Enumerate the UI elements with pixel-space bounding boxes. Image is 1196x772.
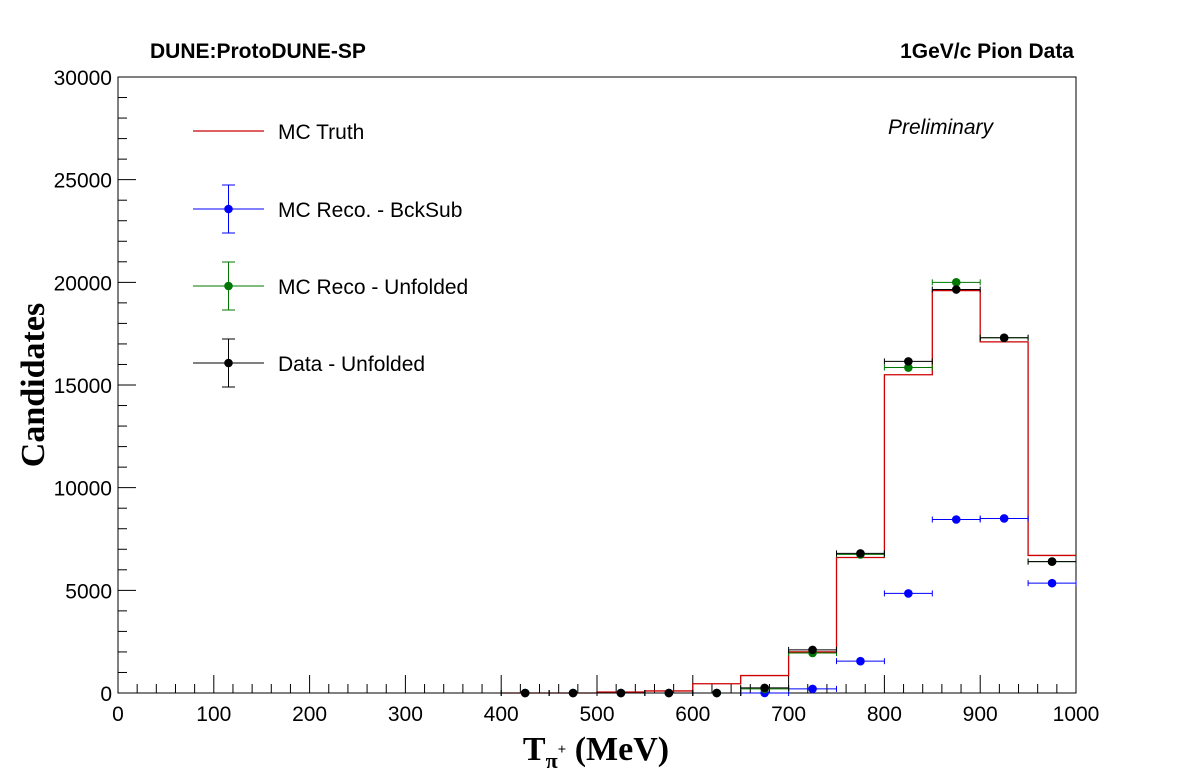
y-tick-labels: 0 5000 10000 15000 20000 25000 30000	[54, 67, 112, 706]
x-tick-labels: 0 100 200 300 400 500 600 700 800 900 1000	[112, 703, 1099, 726]
data-point	[712, 688, 722, 698]
x-tick-label: 900	[963, 703, 998, 726]
header-left-label: DUNE:ProtoDUNE-SP	[150, 40, 366, 63]
y-tick-label: 30000	[54, 67, 112, 90]
y-tick-label: 10000	[54, 478, 112, 501]
x-axis-title-sup: +	[558, 742, 567, 758]
header-right-label: 1GeV/c Pion Data	[900, 40, 1074, 63]
legend-marker	[224, 358, 233, 368]
x-axis-title-sub: π	[546, 748, 558, 772]
y-tick-label: 5000	[65, 580, 112, 603]
preliminary-label: Preliminary	[888, 116, 995, 139]
data-point	[1047, 557, 1057, 566]
series-data-unfolded	[500, 285, 1077, 698]
data-point	[808, 684, 817, 694]
data-point	[856, 656, 865, 666]
x-tick-label: 400	[484, 703, 519, 726]
data-point	[520, 688, 530, 698]
data-point	[1047, 578, 1057, 588]
data-point	[951, 278, 961, 287]
y-tick-label: 15000	[54, 375, 112, 398]
x-tick-label: 0	[112, 703, 124, 726]
legend-label: MC Reco - Unfolded	[278, 276, 468, 299]
data-point	[616, 688, 626, 698]
x-tick-label: 200	[292, 703, 327, 726]
legend: MC Truth MC Reco. - BckSub MC Reco - Unfol…	[193, 121, 468, 388]
x-tick-label: 1000	[1053, 703, 1100, 726]
data-point	[904, 357, 913, 366]
x-axis-title: Tπ+ (MeV)	[523, 731, 669, 772]
x-tick-label: 600	[675, 703, 710, 726]
legend-label: Data - Unfolded	[278, 353, 425, 376]
data-point	[760, 683, 769, 693]
data-point	[568, 688, 578, 698]
data-point	[999, 333, 1009, 343]
x-tick-label: 100	[196, 703, 231, 726]
x-tick-label: 500	[579, 703, 614, 726]
y-tick-label: 0	[100, 683, 112, 706]
legend-marker	[224, 281, 233, 291]
data-point	[951, 515, 961, 524]
y-tick-label: 20000	[54, 272, 112, 295]
data-point	[904, 589, 913, 598]
data-point	[808, 645, 817, 655]
data-point	[904, 363, 913, 372]
data-point	[951, 285, 961, 294]
x-tick-label: 300	[388, 703, 423, 726]
x-axis-title-unit: (MeV)	[566, 731, 669, 768]
data-point	[999, 514, 1009, 523]
y-axis-title: Candidates	[15, 303, 52, 467]
data-point	[856, 549, 865, 558]
x-tick-label: 800	[867, 703, 902, 726]
legend-label: MC Reco. - BckSub	[278, 199, 462, 222]
legend-marker	[224, 204, 233, 214]
data-point	[664, 688, 674, 698]
series-layer	[500, 278, 1077, 698]
x-axis-title-main: T	[523, 731, 546, 768]
legend-label: MC Truth	[278, 121, 364, 144]
x-tick-label: 700	[771, 703, 806, 726]
y-tick-label: 25000	[54, 170, 112, 193]
